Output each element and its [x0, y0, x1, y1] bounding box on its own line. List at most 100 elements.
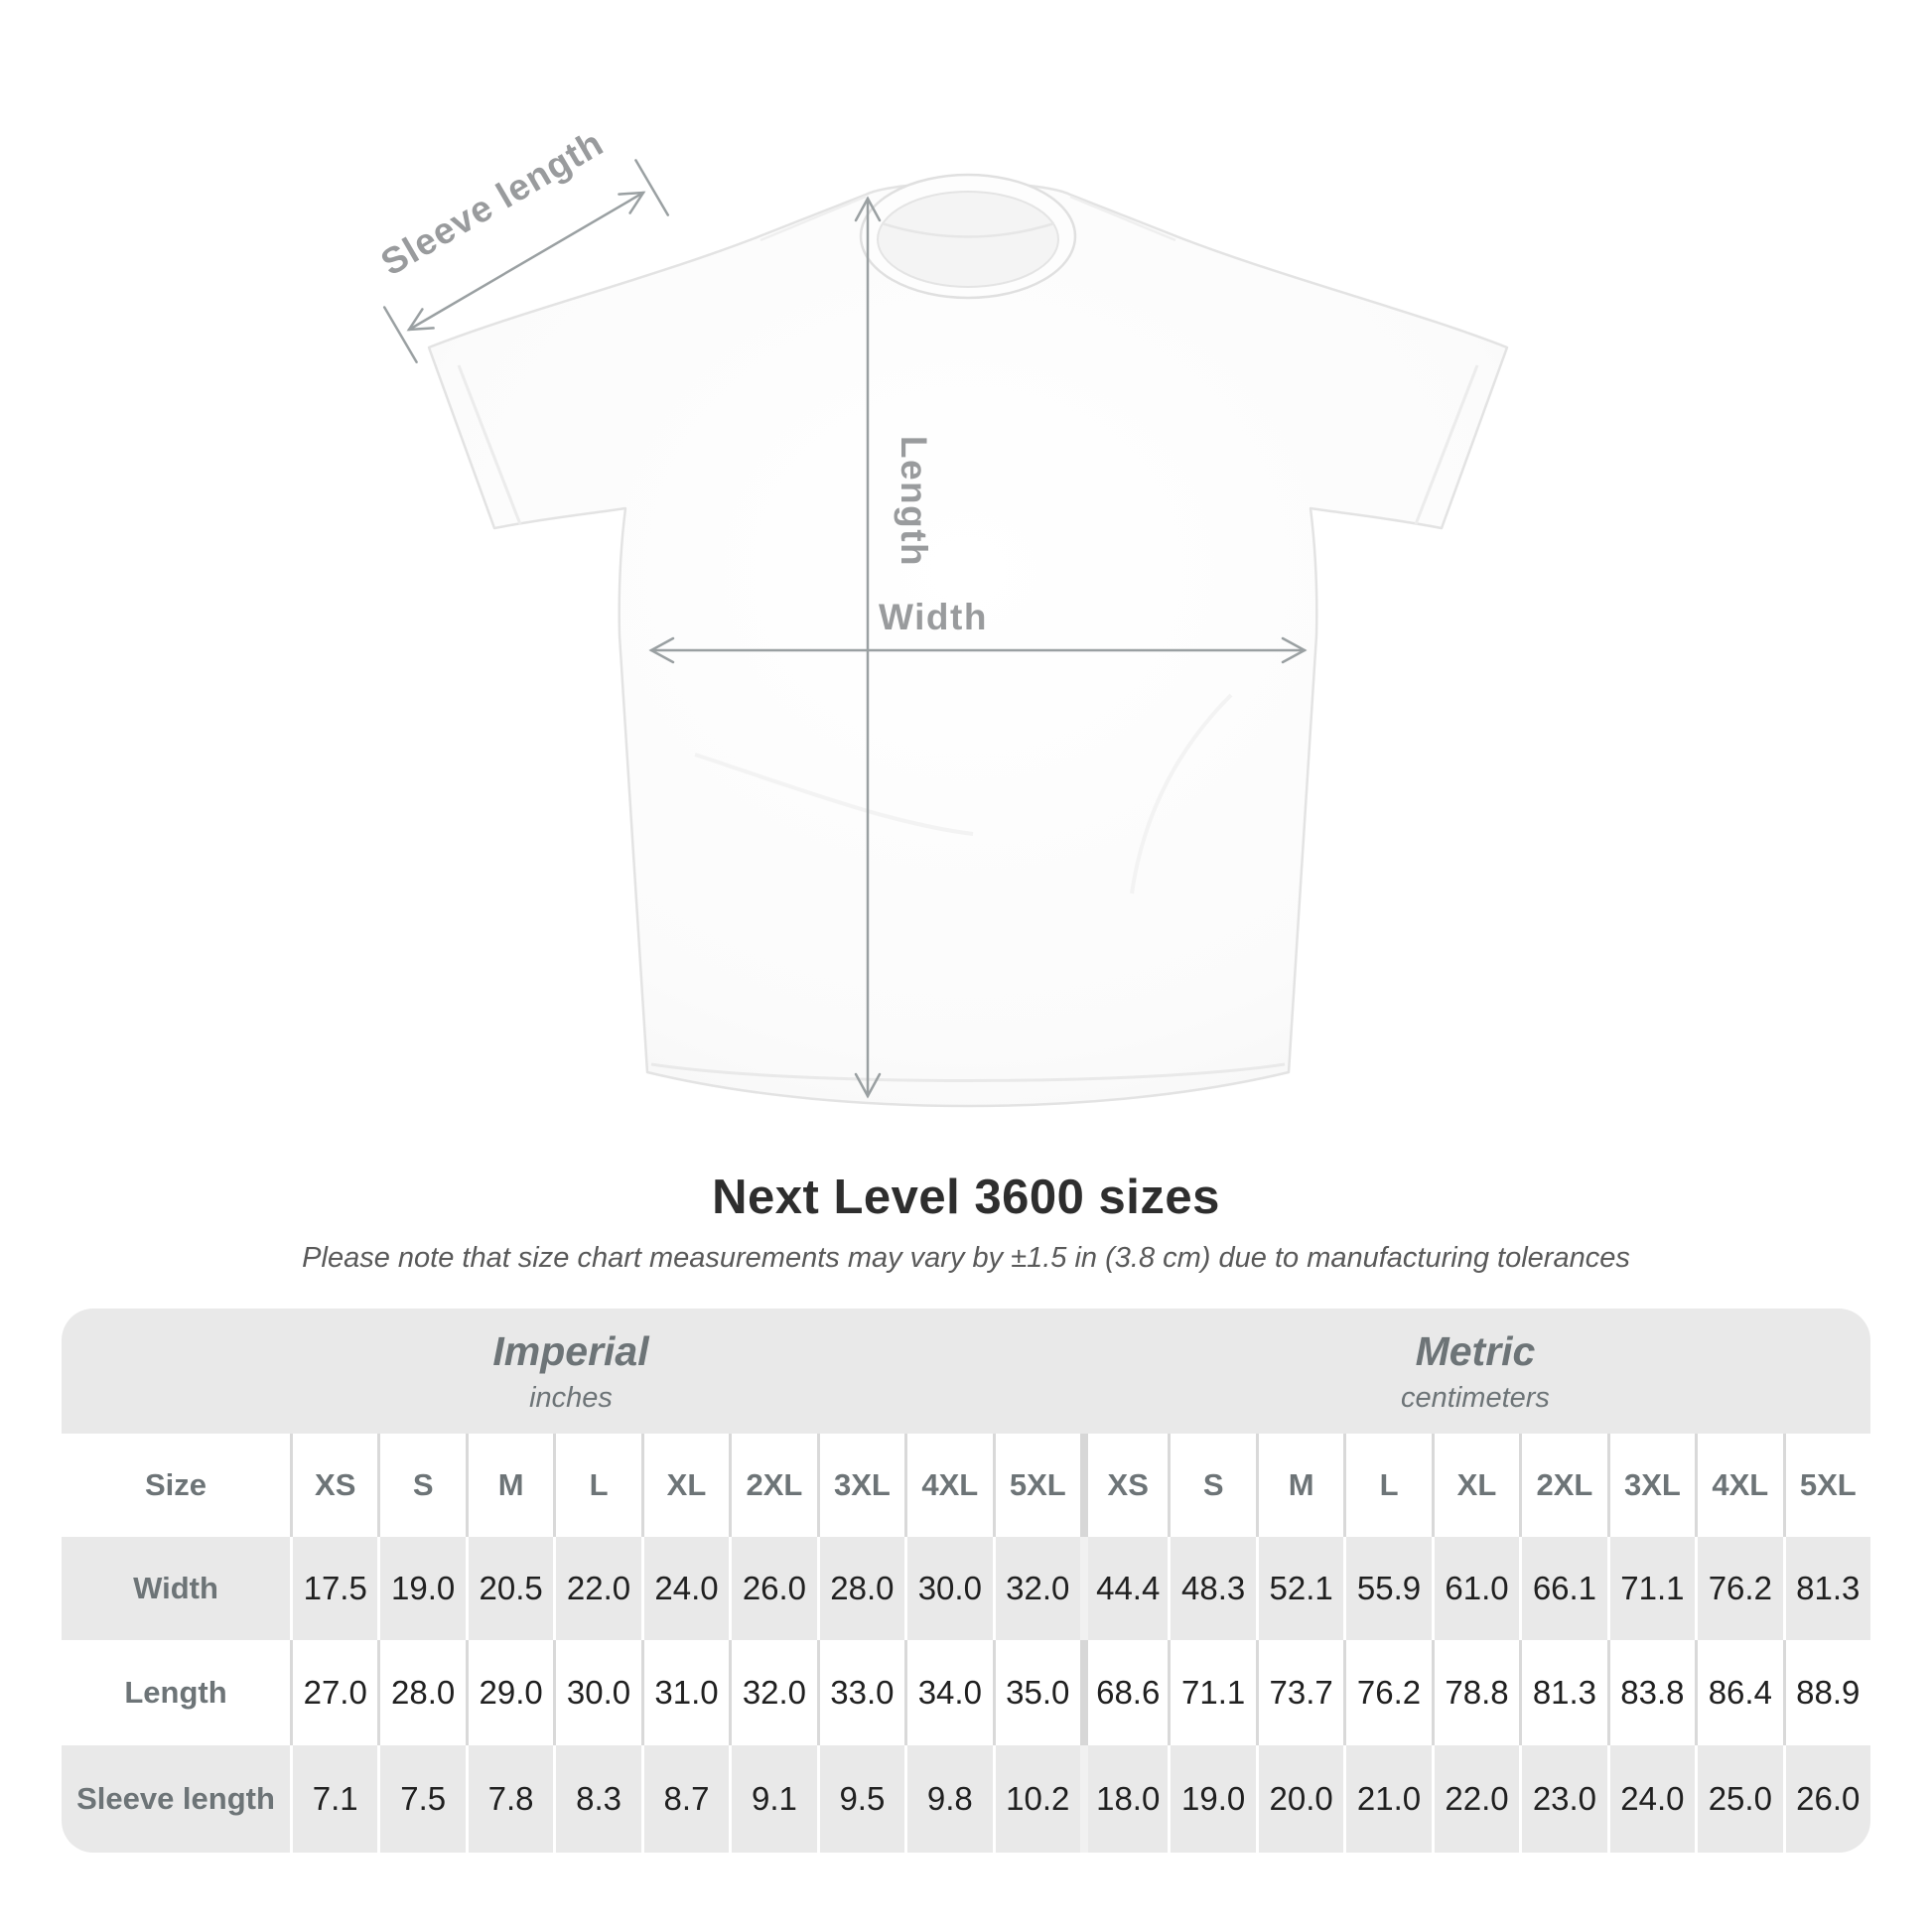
size-value-cell: 7.8 — [465, 1745, 553, 1853]
tshirt-illustration — [427, 173, 1509, 1108]
sleeve-dimension-arrow — [382, 159, 670, 363]
back-neck-line — [881, 221, 1055, 238]
size-value-cell: 81.3 — [1782, 1537, 1870, 1640]
size-value-cell: 20.0 — [1255, 1745, 1343, 1853]
left-sleeve-seam — [457, 364, 522, 525]
width-dimension-label: Width — [879, 597, 988, 637]
size-column-header: S — [377, 1434, 466, 1537]
size-table: Imperial inches Metric centimeters Size X… — [62, 1309, 1870, 1853]
size-value-cell: 33.0 — [816, 1640, 905, 1745]
size-value-cell: 17.5 — [290, 1537, 377, 1640]
size-column-header: 5XL — [1782, 1434, 1870, 1537]
row-label: Sleeve length — [76, 1781, 275, 1816]
size-column-header: L — [1343, 1434, 1432, 1537]
size-value-cell: 7.1 — [290, 1745, 377, 1853]
metric-section-title: Metric — [1415, 1327, 1536, 1374]
size-value-cell: 86.4 — [1695, 1640, 1783, 1745]
size-column-header: 2XL — [1519, 1434, 1607, 1537]
hem-stitch — [650, 1062, 1286, 1082]
size-value-cell: 76.2 — [1343, 1640, 1432, 1745]
right-sleeve-seam — [1414, 364, 1479, 525]
size-value-cell: 68.6 — [1079, 1640, 1169, 1745]
size-column-header: L — [553, 1434, 641, 1537]
size-value-cell: 61.0 — [1431, 1537, 1519, 1640]
size-value-cell: 81.3 — [1519, 1640, 1607, 1745]
size-column-header: M — [465, 1434, 554, 1537]
size-value-cell: 24.0 — [1606, 1745, 1695, 1853]
size-value-cell: 18.0 — [1079, 1745, 1168, 1853]
heading-block: Next Level 3600 sizes Please note that s… — [0, 1170, 1932, 1275]
size-column-header: 3XL — [816, 1434, 905, 1537]
size-value-cell: 28.0 — [377, 1640, 466, 1745]
size-value-cell: 20.5 — [465, 1537, 553, 1640]
width-dimension-arrow — [648, 636, 1308, 664]
size-value-cell: 23.0 — [1519, 1745, 1606, 1853]
size-value-cell: 52.1 — [1255, 1537, 1343, 1640]
row-label: Length — [62, 1640, 290, 1745]
size-value-cell: 66.1 — [1519, 1537, 1606, 1640]
fabric-fold — [1130, 693, 1233, 895]
size-value-cell: 31.0 — [640, 1640, 730, 1745]
size-value-cell: 21.0 — [1343, 1745, 1431, 1853]
left-shoulder-seam — [759, 195, 867, 242]
size-value-cell: 71.1 — [1606, 1537, 1695, 1640]
size-value-cell: 78.8 — [1431, 1640, 1520, 1745]
size-value-cell: 26.0 — [1782, 1745, 1870, 1853]
tshirt-measurement-diagram: Length Width Sleeve length — [374, 122, 1509, 1108]
size-column-header: 3XL — [1606, 1434, 1696, 1537]
size-value-cell: 7.5 — [377, 1745, 465, 1853]
size-value-cell: 34.0 — [904, 1640, 993, 1745]
collar-opening — [877, 191, 1059, 288]
size-value-cell: 83.8 — [1606, 1640, 1696, 1745]
size-value-cell: 35.0 — [992, 1640, 1080, 1745]
size-value-cell: 29.0 — [465, 1640, 554, 1745]
tshirt-body — [427, 181, 1509, 1108]
row-label: Width — [133, 1571, 218, 1605]
size-value-cell: 9.5 — [816, 1745, 904, 1853]
metric-section-unit: centimeters — [1401, 1381, 1550, 1414]
size-value-cell: 27.0 — [290, 1640, 378, 1745]
size-column-header: XS — [1079, 1434, 1169, 1537]
size-value-cell: 28.0 — [816, 1537, 904, 1640]
size-column-header: XL — [640, 1434, 730, 1537]
imperial-section-title: Imperial — [492, 1327, 649, 1374]
size-column-header: 5XL — [992, 1434, 1080, 1537]
right-shoulder-seam — [1069, 195, 1176, 242]
size-column-header: 2XL — [729, 1434, 817, 1537]
size-value-cell: 76.2 — [1695, 1537, 1782, 1640]
size-column-header: M — [1255, 1434, 1344, 1537]
size-column-header: XL — [1431, 1434, 1520, 1537]
size-value-cell: 26.0 — [729, 1537, 816, 1640]
size-value-cell: 8.3 — [553, 1745, 640, 1853]
size-value-cell: 19.0 — [1168, 1745, 1255, 1853]
size-value-cell: 22.0 — [1431, 1745, 1519, 1853]
size-value-cell: 22.0 — [553, 1537, 640, 1640]
size-value-cell: 55.9 — [1343, 1537, 1431, 1640]
size-value-cell: 71.1 — [1168, 1640, 1256, 1745]
size-value-cell: 30.0 — [904, 1537, 992, 1640]
size-value-cell: 10.2 — [992, 1745, 1080, 1853]
size-value-cell: 88.9 — [1782, 1640, 1870, 1745]
page-title: Next Level 3600 sizes — [712, 1171, 1220, 1224]
size-column-header: S — [1168, 1434, 1256, 1537]
size-value-cell: 9.1 — [729, 1745, 816, 1853]
tolerance-note: Please note that size chart measurements… — [302, 1242, 1630, 1274]
size-column-header: 4XL — [1695, 1434, 1783, 1537]
length-dimension-arrow — [854, 196, 882, 1099]
size-value-cell: 73.7 — [1255, 1640, 1344, 1745]
imperial-section-header: Imperial inches — [62, 1309, 1080, 1434]
measurement-annotations — [382, 159, 1308, 1099]
size-value-cell: 9.8 — [904, 1745, 992, 1853]
metric-section-header: Metric centimeters — [1080, 1309, 1870, 1434]
size-column-header: 4XL — [904, 1434, 993, 1537]
size-value-cell: 30.0 — [553, 1640, 641, 1745]
size-value-cell: 25.0 — [1695, 1745, 1782, 1853]
size-value-cell: 32.0 — [729, 1640, 817, 1745]
size-value-cell: 19.0 — [377, 1537, 465, 1640]
fabric-fold — [694, 753, 974, 836]
size-value-cell: 24.0 — [640, 1537, 729, 1640]
sleeve-dimension-label: Sleeve length — [374, 122, 611, 283]
size-value-cell: 8.7 — [640, 1745, 729, 1853]
size-value-cell: 48.3 — [1168, 1537, 1255, 1640]
